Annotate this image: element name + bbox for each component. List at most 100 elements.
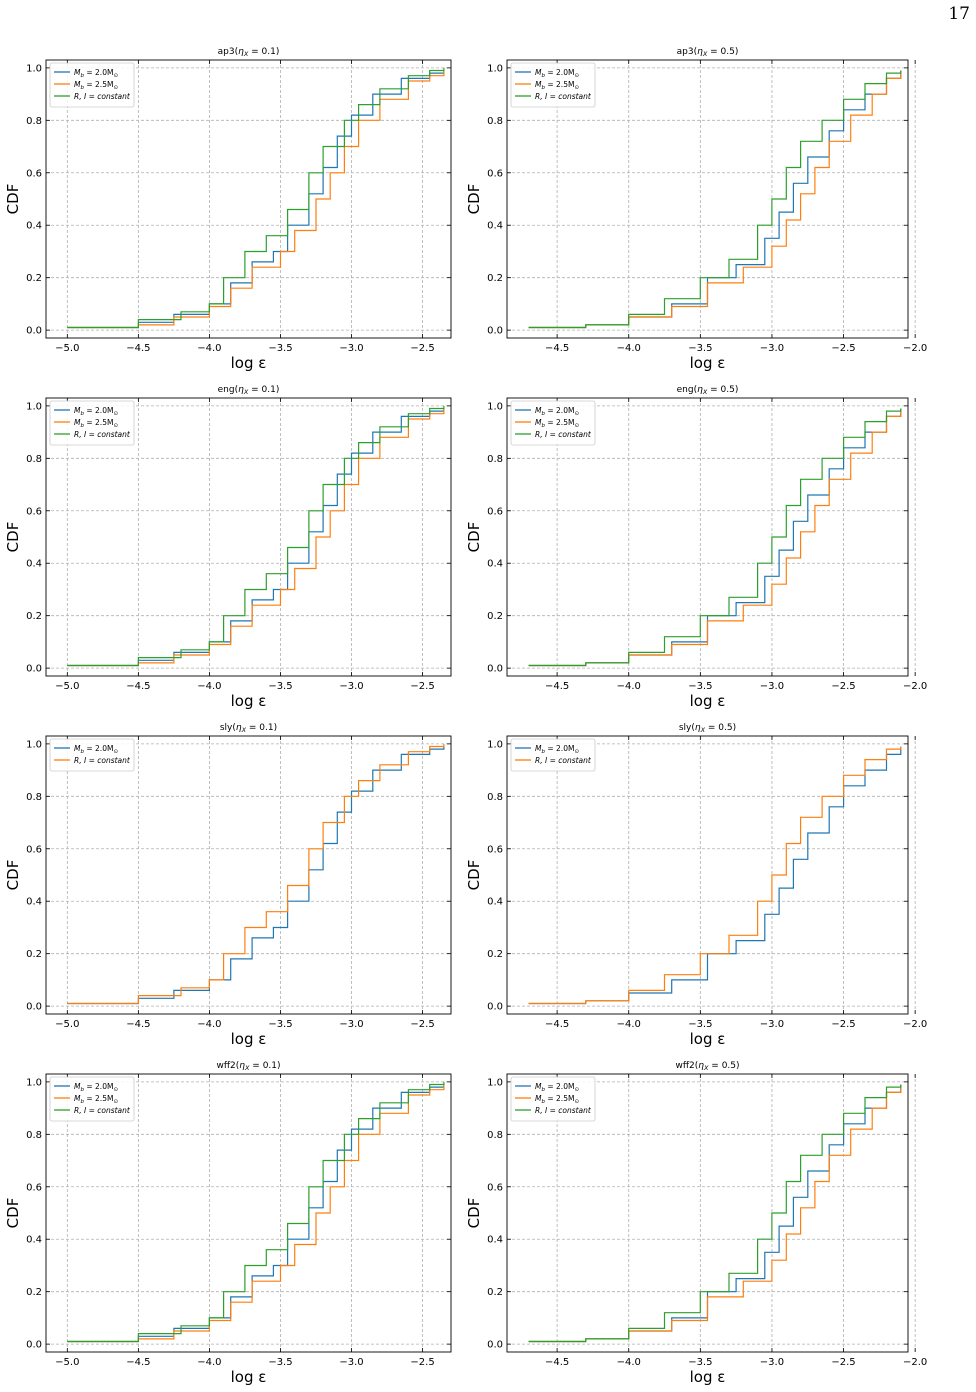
x-axis-label: log ε [231,354,267,372]
chart-panel-1: −5.0 −4.5 −4.0 −3.5 −3.0 −2.5 0.0 0.2 0.4 0.6 0.8 1… [4,47,452,372]
x-tick-label: −3.5 [268,681,292,692]
y-tick-label: 0.0 [26,664,42,675]
x-tick-label: −4.0 [617,1019,641,1030]
y-tick-label: 1.0 [26,401,42,412]
x-tick-label: −3.0 [339,1357,363,1368]
y-tick-label: 0.2 [487,273,503,284]
chart-panel-8: −4.5 −4.0 −3.5 −3.0 −2.5 −2.0 0.0 0.2 0.4 0.6 0.8 1… [465,1061,927,1386]
series-line-3 [528,70,902,329]
x-tick-label: −4.5 [545,681,569,692]
x-tick-label: −2.5 [831,343,855,354]
x-tick-label: −5.0 [55,1019,79,1030]
plot-frame [45,397,452,677]
y-tick-label: 0.0 [26,1002,42,1013]
y-tick-label: 0.4 [26,897,42,908]
x-tick-label: −4.5 [545,1357,569,1368]
chart-title: eng(ηX = 0.5) [677,385,739,396]
y-tick-label: 0.6 [26,506,42,517]
series-line-3 [67,405,445,667]
x-tick-label: −2.5 [831,1019,855,1030]
series-line-3 [528,408,902,667]
legend: Mb = 2.0M⊙Mb = 2.5M⊙R, I = constant [49,1076,135,1122]
x-axis-label: log ε [231,1030,267,1048]
legend: Mb = 2.0M⊙R, I = constant [510,738,596,772]
y-tick-label: 0.2 [487,611,503,622]
y-tick-label: 0.2 [487,1287,503,1298]
legend-box [510,400,596,446]
x-tick-label: −2.5 [831,681,855,692]
y-axis-label: CDF [4,860,22,891]
y-tick-label: 0.8 [487,792,503,803]
x-tick-label: −4.5 [126,343,150,354]
chart-panel-7: −5.0 −4.5 −4.0 −3.5 −3.0 −2.5 0.0 0.2 0.4 0.6 0.8 1… [4,1061,452,1386]
x-tick-label: −3.0 [339,343,363,354]
legend-label: Mb = 2.5M⊙ [535,1094,579,1105]
y-tick-label: 0.4 [487,221,503,232]
x-tick-label: −4.5 [126,681,150,692]
series-line-2 [528,411,902,667]
y-tick-label: 0.0 [487,1340,503,1351]
y-tick-label: 0.2 [26,611,42,622]
y-axis-label: CDF [4,184,22,215]
x-tick-label: −2.0 [903,343,927,354]
y-tick-label: 1.0 [26,1077,42,1088]
y-tick-label: 0.4 [487,1235,503,1246]
x-tick-label: −2.5 [831,1357,855,1368]
series-line-2 [528,73,902,329]
series-line-1 [528,746,902,1005]
legend-box [49,62,135,108]
y-tick-label: 0.2 [26,1287,42,1298]
y-tick-label: 0.2 [487,949,503,960]
legend-label: R, I = constant [535,92,592,101]
x-tick-label: −5.0 [55,681,79,692]
x-tick-label: −4.0 [617,681,641,692]
y-tick-label: 1.0 [487,63,503,74]
series-line-1 [67,70,445,329]
series-line-1 [67,408,445,667]
legend-box [510,738,596,772]
series-line-3 [528,1084,902,1343]
x-tick-label: −2.0 [903,1357,927,1368]
x-tick-label: −3.0 [760,1019,784,1030]
x-axis-label: log ε [690,692,726,710]
y-axis-label: CDF [465,1198,483,1229]
series-line-2 [67,1084,445,1343]
x-tick-label: −4.5 [126,1357,150,1368]
legend-label: R, I = constant [74,92,131,101]
y-tick-label: 0.0 [487,1002,503,1013]
legend: Mb = 2.0M⊙Mb = 2.5M⊙R, I = constant [49,62,135,108]
legend-label: Mb = 2.0M⊙ [74,744,118,755]
x-tick-label: −4.0 [197,1357,221,1368]
x-tick-label: −3.5 [268,1019,292,1030]
x-tick-label: −3.0 [760,1357,784,1368]
series-line-2 [67,70,445,329]
x-tick-label: −3.0 [339,1019,363,1030]
chart-title: sly(ηX = 0.5) [679,723,736,734]
legend-label: R, I = constant [535,430,592,439]
plot-frame [506,397,909,677]
x-axis-label: log ε [231,1368,267,1386]
y-tick-label: 1.0 [26,63,42,74]
y-tick-label: 1.0 [26,739,42,750]
x-axis-label: log ε [690,354,726,372]
plot-frame [506,1073,909,1353]
legend-label: Mb = 2.5M⊙ [74,1094,118,1105]
y-tick-label: 0.6 [487,844,503,855]
legend-label: Mb = 2.5M⊙ [74,418,118,429]
plot-frame [45,59,452,339]
y-tick-label: 0.6 [26,168,42,179]
y-tick-label: 0.4 [487,559,503,570]
x-tick-label: −2.5 [410,343,434,354]
plot-frame [45,735,452,1015]
legend-label: R, I = constant [535,1106,592,1115]
legend-label: Mb = 2.0M⊙ [74,1082,118,1093]
legend-label: Mb = 2.5M⊙ [74,80,118,91]
x-tick-label: −2.0 [903,1019,927,1030]
series-line-2 [67,408,445,667]
y-tick-label: 0.2 [26,273,42,284]
legend-box [510,62,596,108]
legend-box [49,400,135,446]
y-tick-label: 0.6 [487,506,503,517]
x-tick-label: −3.5 [268,343,292,354]
y-axis-label: CDF [4,1198,22,1229]
